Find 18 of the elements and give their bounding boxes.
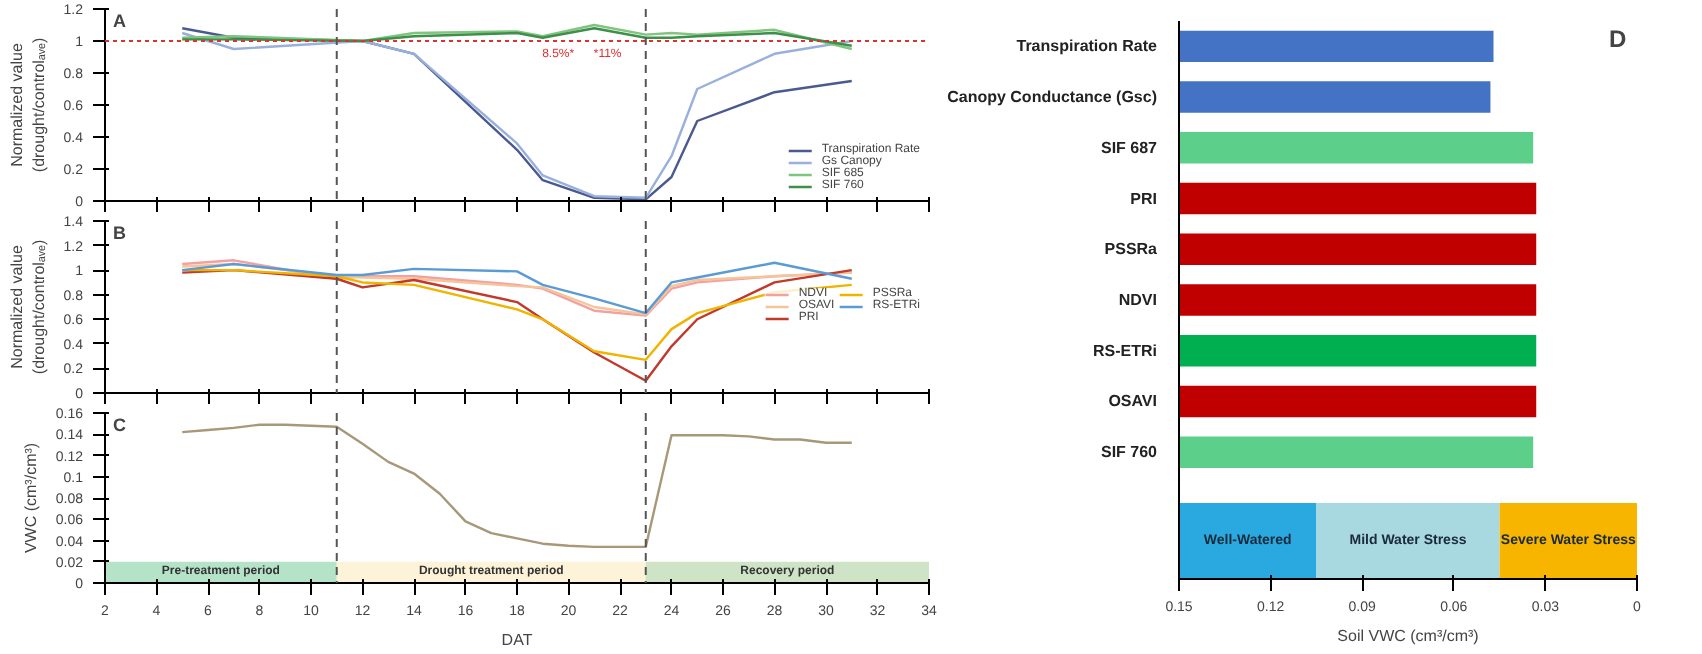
y-tick-label: SIF 760 <box>1100 443 1159 462</box>
y-axis-title: Normalized value (drought/controlₐᵥₑ) <box>7 37 48 173</box>
chart-title: A <box>113 11 127 31</box>
y-tick-label: NDVI <box>1118 291 1158 309</box>
chart-title: B <box>113 223 127 243</box>
chart-title: D <box>1609 25 1627 53</box>
y-tick-label: PRI <box>1130 189 1158 208</box>
x-axis-title: Soil VWC (cm³/cm³) <box>1337 627 1480 645</box>
y-tick-label: Transpiration Rate <box>1016 37 1159 56</box>
y-tick-label: OSAVI <box>1108 392 1158 411</box>
y-tick-label: Canopy Conductance (Gsc) <box>947 88 1158 107</box>
y-tick-label: SIF 687 <box>1100 138 1159 157</box>
y-axis-title: VWC (cm³/cm³) <box>21 442 40 554</box>
y-tick-label: RS-ETRi <box>1093 341 1157 360</box>
x-axis-title: DAT <box>501 631 533 649</box>
y-axis-title: Normalized value (drought/controlₐᵥₑ) <box>7 239 48 375</box>
y-tick-label: PSSRa <box>1104 240 1159 259</box>
chart-title: C <box>113 415 127 435</box>
